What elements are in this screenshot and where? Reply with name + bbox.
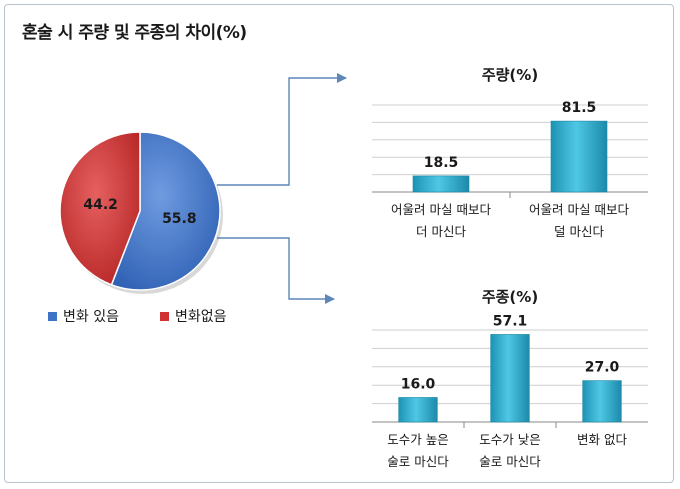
bar-data-label: 16.0 (401, 376, 436, 392)
legend-swatch-red (160, 311, 169, 321)
bar-data-label: 27.0 (585, 360, 620, 376)
bar-data-label: 57.1 (493, 313, 528, 329)
x-tick-label: 덜 마신다 (554, 224, 604, 239)
x-tick-label: 도수가 높은 (387, 432, 448, 447)
bar-chart-title: 주종(%) (482, 288, 538, 306)
legend-label-nochange: 변화없음 (175, 309, 227, 325)
legend-item-change: 변화 있음 (48, 306, 119, 326)
bar-data-label: 81.5 (562, 100, 597, 116)
bar (582, 380, 622, 423)
connector-arrows (217, 73, 347, 304)
bar (398, 397, 438, 423)
arrow-to-drink-type (217, 237, 335, 304)
legend-item-nochange: 변화없음 (160, 306, 227, 326)
bar (490, 334, 530, 423)
legend-swatch-blue (48, 311, 57, 321)
x-tick-label: 변화 없다 (577, 432, 627, 447)
pie-slice (110, 131, 221, 291)
pie-data-label: 55.8 (162, 211, 197, 227)
bar-chart-title: 주량(%) (482, 66, 538, 84)
legend-label-change: 변화 있음 (63, 309, 119, 325)
pie-data-label: 44.2 (83, 197, 118, 213)
arrow-to-drink-amount (217, 73, 347, 186)
bar-data-label: 18.5 (424, 155, 459, 171)
x-tick-label: 도수가 낮은 (479, 432, 540, 447)
x-tick-label: 더 마신다 (416, 224, 466, 239)
bar (412, 175, 470, 193)
bar (550, 120, 608, 193)
x-tick-label: 술로 마신다 (479, 454, 541, 469)
x-tick-label: 술로 마신다 (387, 454, 449, 469)
x-tick-label: 어울려 마실 때보다 (529, 202, 629, 217)
x-tick-label: 어울려 마실 때보다 (391, 202, 491, 217)
pie-chart: 55.8 44.2 (59, 131, 223, 294)
pie-slice (59, 131, 141, 286)
chart-title: 혼술 시 주량 및 주종의 차이(%) (22, 23, 247, 43)
